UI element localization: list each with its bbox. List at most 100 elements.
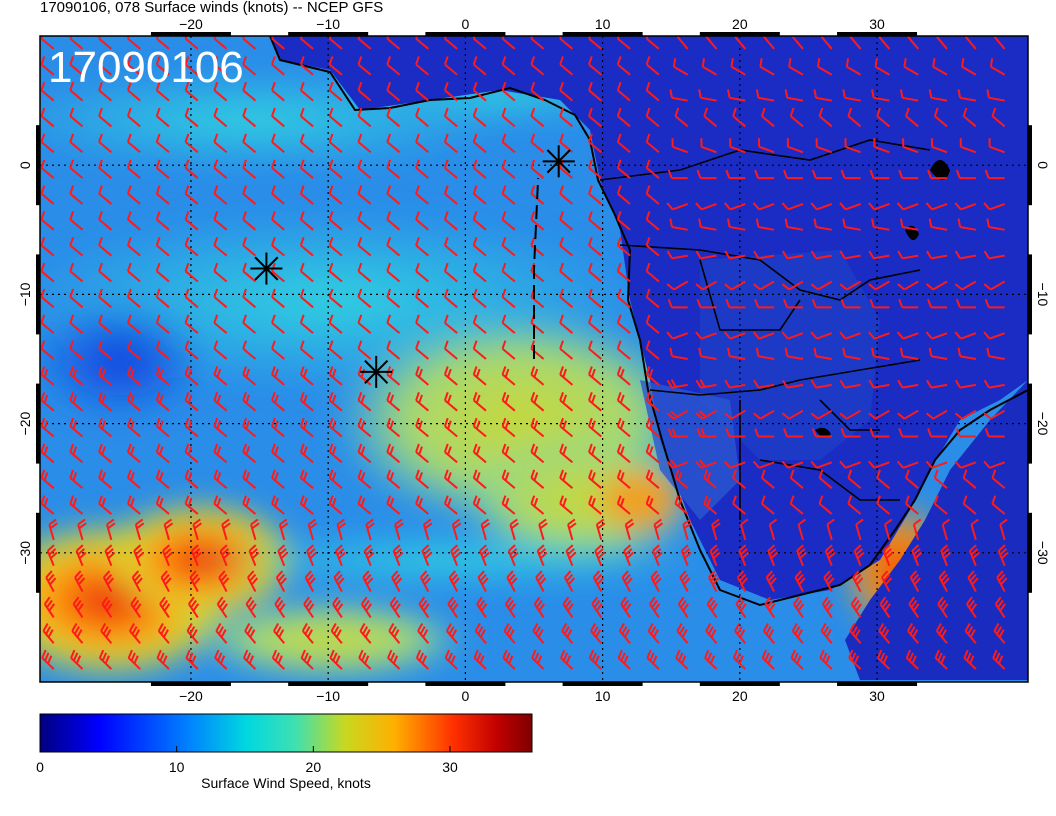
- wind-barb: [214, 649, 228, 670]
- wind-barb: [853, 544, 865, 567]
- frame-tick-top: [425, 32, 506, 36]
- wind-barb: [761, 649, 775, 670]
- wind-barb: [559, 469, 574, 489]
- wind-barb: [925, 280, 948, 291]
- wind-barb: [357, 36, 372, 50]
- wind-barb: [695, 409, 718, 420]
- wind-barb: [501, 288, 516, 309]
- wind-barb: [703, 107, 718, 128]
- wind-barb: [753, 250, 775, 260]
- axis-tick-labels: −20 −20 −10 −10 0 0 10 10 20 20 30 30 0 0 −10 −10 −20 −20…: [17, 16, 1051, 704]
- wind-barb: [213, 288, 228, 309]
- wind-barb: [443, 340, 458, 360]
- wind-barb: [444, 649, 458, 670]
- wind-barb: [704, 649, 718, 670]
- wind-barb: [955, 298, 976, 309]
- wind-barb: [480, 518, 491, 541]
- wind-barb: [215, 623, 228, 644]
- wind-barb: [415, 495, 429, 515]
- wind-barb: [40, 185, 55, 205]
- wind-barb: [186, 623, 199, 644]
- lon-tick-label-top: −10: [316, 16, 340, 32]
- wind-barb: [184, 159, 199, 179]
- wind-barb: [275, 570, 287, 593]
- wind-barb: [42, 623, 55, 644]
- wind-barb: [588, 159, 602, 179]
- wind-barb: [645, 36, 660, 50]
- wind-barb: [781, 460, 804, 469]
- wind-barb: [278, 518, 289, 541]
- wind-barb: [301, 623, 314, 644]
- wind-barb: [811, 169, 832, 180]
- wind-barb: [567, 518, 577, 541]
- wind-barb: [588, 211, 602, 231]
- wind-barb: [824, 544, 836, 567]
- wind-barb: [616, 211, 631, 231]
- wind-barb: [242, 392, 257, 412]
- wind-barb: [962, 495, 977, 515]
- wind-barb: [868, 379, 890, 389]
- lat-tick-label-left: −10: [17, 282, 33, 306]
- wind-barb: [723, 331, 746, 340]
- wind-barb: [40, 417, 55, 438]
- wind-barb: [905, 107, 919, 128]
- wind-barb: [986, 347, 1005, 360]
- wind-barb: [242, 366, 257, 386]
- wind-barb: [501, 185, 516, 205]
- wind-barb: [242, 107, 257, 128]
- frame-tick-bottom: [425, 682, 506, 686]
- wind-barb: [40, 56, 55, 76]
- wind-barb: [530, 417, 545, 438]
- wind-barb: [98, 133, 112, 154]
- lat-tick-label-right: −20: [1035, 412, 1051, 436]
- colorbar-tick-label: 30: [442, 759, 458, 775]
- wind-barb: [734, 36, 747, 50]
- wind-barb: [271, 288, 285, 309]
- wind-barb: [328, 133, 343, 154]
- wind-barb: [271, 211, 285, 231]
- wind-barb: [530, 495, 545, 515]
- wind-barb: [386, 236, 401, 257]
- wind-barb: [328, 417, 343, 438]
- wind-barb: [443, 443, 458, 464]
- wind-barb: [695, 459, 717, 469]
- wind-barb: [784, 347, 804, 360]
- wind-barb: [472, 288, 487, 309]
- wind-barb: [155, 36, 170, 50]
- wind-barb: [386, 417, 401, 438]
- wind-barb: [984, 169, 1005, 180]
- wind-barb: [839, 202, 861, 211]
- wind-barb: [105, 518, 116, 541]
- wind-barb: [40, 211, 55, 231]
- wind-barb: [645, 107, 660, 128]
- wind-barb: [698, 218, 717, 231]
- wind-barb: [711, 518, 721, 541]
- wind-barb: [40, 236, 55, 257]
- wind-barb: [98, 366, 112, 386]
- wind-barb: [126, 288, 141, 309]
- wind-barb: [588, 133, 602, 154]
- wind-barb: [271, 107, 285, 128]
- wind-barb: [98, 236, 112, 257]
- wind-barb: [868, 280, 890, 291]
- wind-barb: [696, 298, 717, 309]
- wind-barb: [810, 331, 833, 340]
- lon-tick-label-bottom: −10: [316, 688, 340, 704]
- wind-barb: [184, 314, 199, 334]
- wind-barb: [242, 469, 257, 489]
- wind-barb: [328, 107, 343, 128]
- wind-barb: [213, 262, 228, 283]
- wind-barb: [559, 36, 574, 50]
- wind-barb: [271, 649, 285, 670]
- wind-barb: [616, 469, 631, 489]
- wind-barb: [818, 107, 833, 128]
- wind-barb: [213, 366, 228, 386]
- wind-barb: [986, 89, 1005, 102]
- wind-barb: [725, 428, 746, 438]
- wind-barb: [242, 185, 257, 205]
- wind-barb: [588, 340, 602, 360]
- wind-barb: [126, 443, 141, 464]
- wind-barb: [299, 236, 314, 257]
- wind-barb: [727, 218, 746, 231]
- wind-barb: [184, 81, 199, 102]
